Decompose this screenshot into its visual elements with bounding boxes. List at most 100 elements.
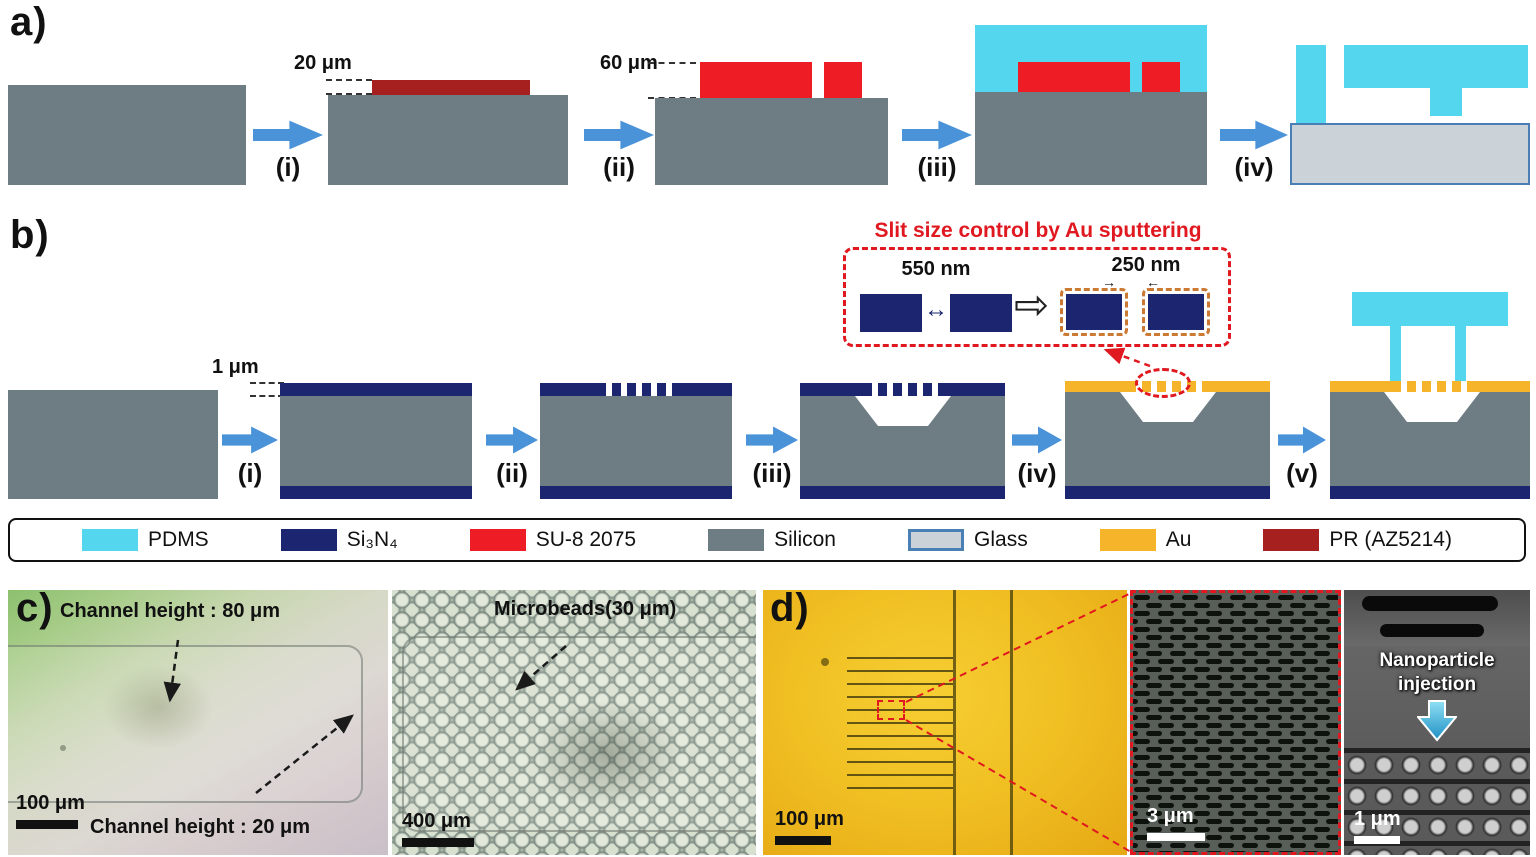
b-process-arrow-3: [746, 426, 798, 454]
legend-item-glass: Glass: [908, 528, 1028, 552]
b-step6-nitride-bottom: [1330, 486, 1530, 499]
b-step3-nitride-right: [675, 383, 732, 396]
inset-au-coating-2: [1142, 288, 1210, 336]
c-channel-blob: [103, 665, 213, 750]
slit-control-inset: 550 nm ↔ ⇨ 250 nm → ←: [843, 247, 1231, 347]
panel-d-label: d): [770, 586, 810, 630]
d-sem-nanoparticle-injection: Nanoparticle injection 1 μm: [1344, 590, 1530, 855]
b-step2-nitride-bottom: [280, 486, 472, 499]
b-step4-nitride-right: [943, 383, 1005, 396]
b-process-arrow-4: [1012, 426, 1062, 454]
inset-nitride-block-2: [950, 294, 1012, 332]
c-left-scale-label: 100 μm: [16, 792, 85, 814]
a-step-label-ii: (ii): [603, 152, 635, 182]
b-step3-silicon: [540, 396, 732, 486]
a-step1-silicon-wafer: [8, 85, 246, 185]
b-step-label-i: (i): [237, 458, 263, 488]
c-channel-height-20-label: Channel height : 20 μm: [90, 816, 311, 838]
b-process-arrow-2: [486, 426, 538, 454]
legend-item-si3n4: Si₃N₄: [280, 528, 398, 552]
b-thickness-dash-top: [250, 382, 284, 384]
b-process-arrow-5: [1278, 426, 1326, 454]
a-step3-silicon: [655, 98, 888, 185]
a-step-label-iii: (iii): [917, 152, 957, 182]
legend-swatch-glass: [908, 529, 965, 551]
b-thickness-dash-bottom: [250, 395, 284, 397]
b-step3-nitride-bottom: [540, 486, 732, 499]
hollow-arrow-icon: ⇨: [1014, 281, 1050, 328]
d-left-scale-bar: [775, 836, 831, 845]
b-step6-pdms-leg-1: [1390, 326, 1401, 382]
a-step3-su8-block-small: [824, 62, 862, 98]
arrow-left-icon: ←: [1146, 274, 1160, 290]
c-beads-channel-outline: [402, 636, 756, 832]
b-step2-nitride-top: [280, 383, 472, 396]
b-step5-nitride-bottom: [1065, 486, 1270, 499]
c-channel-speck: [60, 745, 66, 751]
b-step-label-v: (v): [1286, 458, 1318, 488]
b-step3-nitride-left: [540, 383, 597, 396]
inset-gap-after-label: 250 nm: [1111, 254, 1181, 276]
legend-item-pdms: PDMS: [82, 528, 209, 552]
c-microbeads-label: Microbeads(30 μm): [494, 598, 677, 620]
a-step4-su8-block-large: [1018, 62, 1130, 92]
inset-gap-before-label: 550 nm: [901, 258, 971, 280]
a-step2-pr-layer: [372, 80, 530, 95]
c-left-scale-bar: [16, 820, 78, 829]
a-step-label-i: (i): [275, 152, 301, 182]
b-step-label-ii: (ii): [496, 458, 528, 488]
legend-swatch-su8: [469, 529, 526, 551]
a-process-arrow-4: [1220, 120, 1288, 150]
a-step4-su8-block-small: [1142, 62, 1180, 92]
a-su8-thickness-label: 60 μm: [600, 52, 658, 74]
a-su8-thickness-dash-top: [648, 62, 696, 64]
inset-coated-block-1: [1066, 294, 1122, 330]
d-mid-scale-label: 3 μm: [1147, 805, 1194, 827]
legend-swatch-pdms: [82, 529, 139, 551]
a-process-arrow-3: [902, 120, 972, 150]
inset-title: Slit size control by Au sputtering: [874, 219, 1202, 242]
d-right-slit-2: [1380, 624, 1484, 637]
panel-a-label: a): [10, 0, 48, 44]
legend-swatch-si3n4: [280, 529, 337, 551]
a-pr-thickness-label: 20 μm: [294, 52, 352, 74]
b-step5-au-right: [1207, 381, 1270, 392]
a-step5-pdms-wall: [1296, 45, 1326, 123]
b-step3-nitride-pattern: [597, 383, 675, 396]
b-step6-au-left: [1330, 381, 1392, 392]
materials-legend: PDMS Si₃N₄ SU-8 2075 Silicon Glass Au PR…: [8, 518, 1526, 562]
b-step5-au-left: [1065, 381, 1127, 392]
b-step6-pdms-leg-2: [1455, 326, 1466, 382]
inset-nitride-block-1: [860, 294, 922, 332]
d-channel-wall-right: [1010, 590, 1013, 855]
d-right-slit-1: [1362, 596, 1498, 611]
c-micrograph-microbeads: [392, 590, 756, 855]
double-arrow-icon: ↔: [924, 296, 948, 323]
legend-label-glass: Glass: [974, 528, 1028, 551]
legend-label-pr: PR (AZ5214): [1329, 528, 1452, 551]
b-step-label-iv: (iv): [1017, 458, 1057, 488]
legend-label-su8: SU-8 2075: [535, 528, 637, 551]
a-step5-pdms-tooth: [1430, 88, 1462, 116]
legend-label-au: Au: [1165, 528, 1192, 551]
legend-swatch-silicon: [708, 529, 765, 551]
a-step3-su8-block-large: [700, 62, 812, 98]
a-step4-silicon: [975, 92, 1207, 185]
b-process-arrow-1: [222, 426, 278, 454]
legend-swatch-au: [1099, 529, 1156, 551]
c-right-scale-bar: [402, 838, 474, 847]
arrow-right-icon: →: [1102, 274, 1116, 290]
d-zoom-region-box: [877, 700, 905, 720]
d-right-scale-bar: [1354, 836, 1400, 844]
d-right-scale-label: 1 μm: [1354, 808, 1401, 830]
inset-coated-block-2: [1148, 294, 1204, 330]
a-step-label-iv: (iv): [1234, 152, 1274, 182]
d-channel-wall-left: [953, 590, 956, 855]
b-step1-silicon-wafer: [8, 390, 218, 499]
d-mid-scale-bar: [1147, 833, 1205, 841]
b-step4-nitride-bottom: [800, 486, 1005, 499]
c-channel-height-80-label: Channel height : 80 μm: [60, 600, 281, 622]
b-step5-highlight-circle: [1135, 368, 1191, 398]
d-sem-nanoslit-array: 3 μm: [1130, 590, 1341, 855]
